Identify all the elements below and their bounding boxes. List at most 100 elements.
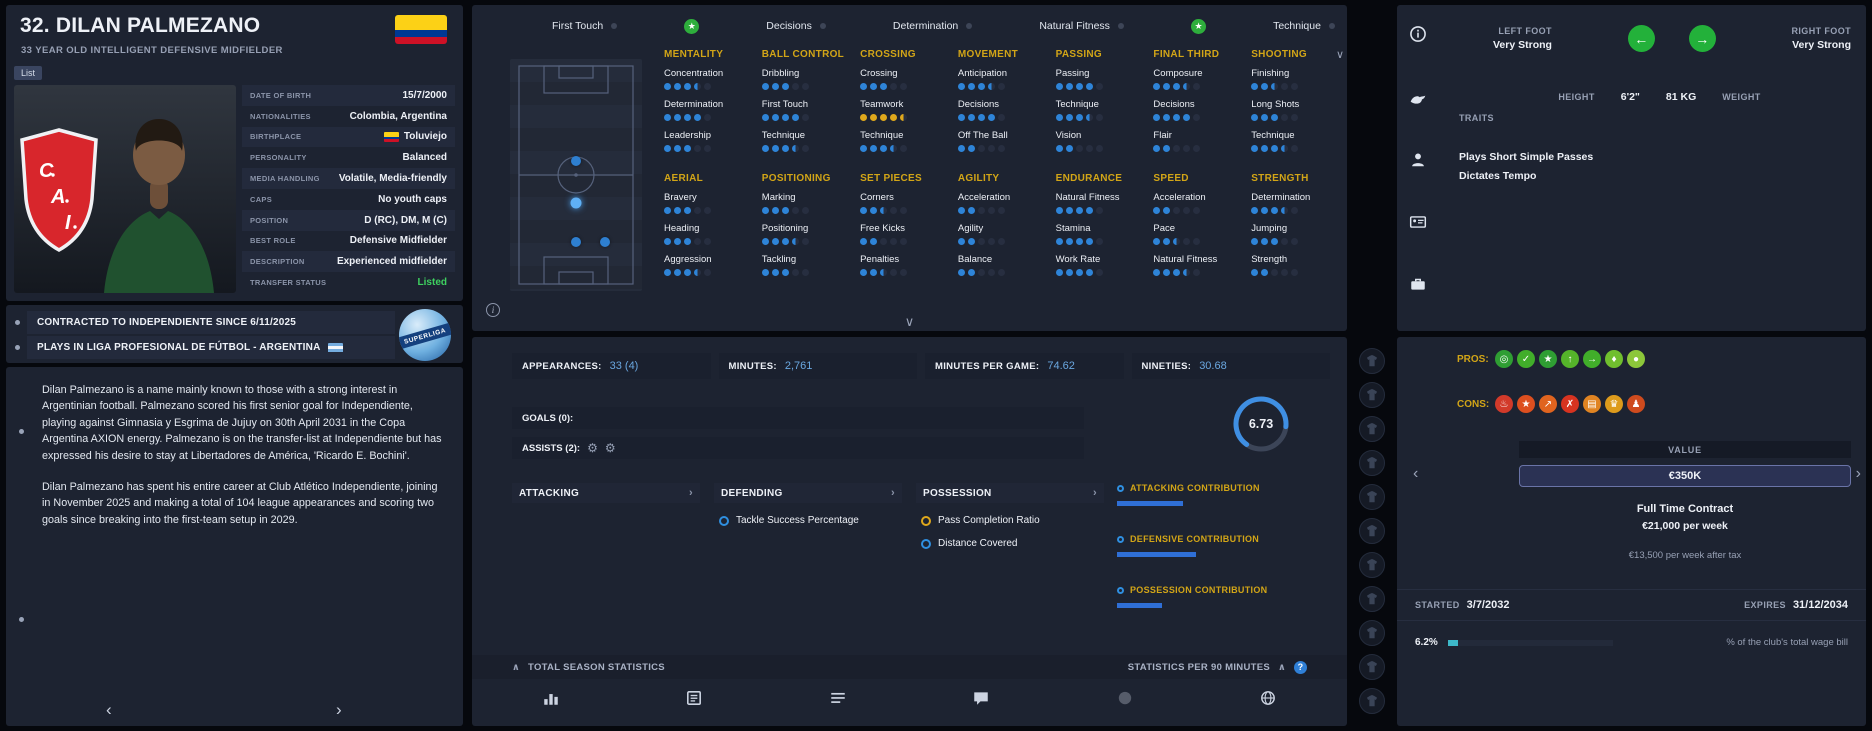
- attribute-name: Decisions: [957, 99, 1000, 110]
- bird-icon[interactable]: [1409, 91, 1427, 109]
- id-card-icon[interactable]: [1409, 213, 1427, 231]
- attribute-dot-icon: [781, 145, 789, 152]
- attribute-name: Decisions: [1153, 99, 1195, 110]
- attribute-dot-icon: [1163, 145, 1171, 152]
- attribute-rating: [664, 207, 746, 214]
- info-value: Defensive Midfielder: [349, 235, 447, 247]
- collapse-per90-chevron[interactable]: ∧: [1277, 661, 1286, 673]
- key-attribute-tab[interactable]: Decisions: [766, 20, 826, 32]
- chat-icon[interactable]: [972, 689, 990, 707]
- kit-icon-button[interactable]: [1359, 620, 1385, 646]
- pro-icon-3[interactable]: ★: [1539, 350, 1557, 368]
- kit-icon-button[interactable]: [1359, 450, 1385, 476]
- kit-icon-button[interactable]: [1359, 382, 1385, 408]
- attribute-dot-icon: [1271, 207, 1279, 214]
- wage-after-tax: €13,500 per week after tax: [1628, 550, 1742, 561]
- con-icon-6[interactable]: ♛: [1605, 395, 1623, 413]
- stat-column-header[interactable]: DEFENDING ›: [714, 483, 902, 503]
- bar-chart-icon[interactable]: [542, 689, 560, 707]
- kit-icon-button[interactable]: [1359, 348, 1385, 374]
- stat-column-header[interactable]: POSSESSION ›: [916, 483, 1104, 503]
- contribution-bar: [1117, 501, 1330, 506]
- key-attribute-tab[interactable]: Technique: [1273, 20, 1335, 32]
- kit-icon-button[interactable]: [1359, 552, 1385, 578]
- attribute-dot-icon: [1117, 23, 1124, 29]
- kit-icon-button[interactable]: [1359, 688, 1385, 714]
- key-attribute-tab[interactable]: Natural Fitness: [1039, 20, 1124, 32]
- transfer-list-badge[interactable]: List: [14, 66, 43, 80]
- goals-label: GOALS (0):: [522, 412, 574, 424]
- kit-icon-button[interactable]: [1359, 586, 1385, 612]
- attribute-rating: [664, 114, 746, 121]
- attribute-dot-icon: [684, 269, 691, 276]
- pro-icon-2[interactable]: ✓: [1517, 350, 1535, 368]
- value-next-chevron[interactable]: ›: [1855, 465, 1861, 482]
- pro-icon-4[interactable]: ↑: [1561, 350, 1579, 368]
- collapse-total-stats-chevron[interactable]: ∧: [512, 661, 521, 673]
- con-icon-4[interactable]: ✗: [1561, 395, 1579, 413]
- attribute-dot-icon: [890, 238, 898, 245]
- pro-icon-6[interactable]: ♦: [1605, 350, 1623, 368]
- kit-icon-button[interactable]: [1359, 484, 1385, 510]
- stat-item[interactable]: Distance Covered: [916, 538, 1104, 549]
- attribute-rating: [1055, 238, 1138, 245]
- info-icon[interactable]: [1409, 25, 1427, 43]
- attribute-dot-icon: [694, 238, 701, 245]
- attribute-dot-icon: [967, 83, 975, 90]
- attribute-dot-icon: [890, 114, 898, 121]
- attribute-dot-icon: [1075, 83, 1083, 90]
- kit-icon-button[interactable]: [1359, 518, 1385, 544]
- panel-collapse-chevron[interactable]: ∨: [1335, 49, 1344, 61]
- weight-value: 81 KG: [1665, 91, 1697, 103]
- bullet-icon: [15, 345, 20, 350]
- expand-attributes-chevron[interactable]: ∨: [904, 314, 915, 329]
- attribute-dot-icon: [1153, 238, 1161, 245]
- attribute-dot-icon: [611, 23, 618, 29]
- pro-icon-5[interactable]: →: [1583, 350, 1601, 368]
- attribute-dot-icon: [1251, 145, 1259, 152]
- key-attribute-tab[interactable]: Determination: [893, 20, 973, 32]
- attribute-name: Free Kicks: [860, 223, 905, 234]
- key-attribute-tab[interactable]: First Touch: [552, 20, 618, 32]
- stat-categories: ATTACKING › DEFENDING › Tackle Success Perce…: [512, 483, 1104, 549]
- globe-icon[interactable]: [1259, 689, 1277, 707]
- info-icon[interactable]: i: [486, 303, 500, 317]
- stat-column-header[interactable]: ATTACKING ›: [512, 483, 700, 503]
- attribute-dot-icon: [1261, 83, 1269, 90]
- attribute-dot-icon: [890, 269, 898, 276]
- help-icon[interactable]: ?: [1294, 660, 1307, 674]
- previous-page-chevron[interactable]: ‹: [106, 700, 112, 719]
- con-icon-3[interactable]: ↗: [1539, 395, 1557, 413]
- colombia-flag-icon: [383, 131, 399, 142]
- pro-icon-1[interactable]: ◎: [1495, 350, 1513, 368]
- info-label: TRANSFER STATUS: [250, 278, 327, 288]
- attribute-dot-icon: [819, 23, 826, 29]
- person-icon[interactable]: [1409, 151, 1427, 169]
- value-previous-chevron[interactable]: ‹: [1413, 465, 1419, 482]
- briefcase-icon[interactable]: [1409, 275, 1427, 293]
- list-icon[interactable]: [829, 689, 847, 707]
- attribute-name: Agility: [957, 223, 984, 234]
- con-icon-1[interactable]: ♨: [1495, 395, 1513, 413]
- kit-icon-button[interactable]: [1359, 654, 1385, 680]
- summary-stat-value: 74.62: [1047, 360, 1075, 372]
- stat-item[interactable]: Tackle Success Percentage: [714, 515, 902, 526]
- attribute-dot-icon: [1153, 207, 1161, 214]
- pro-icon-7[interactable]: ●: [1627, 350, 1645, 368]
- attribute-dot-icon: [1173, 83, 1181, 90]
- report-icon[interactable]: [685, 689, 703, 707]
- attribute-dot-icon: [987, 269, 995, 276]
- stat-item[interactable]: Pass Completion Ratio: [916, 515, 1104, 526]
- attribute-rating: [957, 83, 1040, 90]
- position-dot-dc: [571, 237, 581, 248]
- next-page-chevron[interactable]: ›: [336, 700, 342, 719]
- player-overview-panel: 32. DILAN PALMEZANO 33 YEAR OLD INTELLIG…: [6, 5, 463, 301]
- kit-icon-button[interactable]: [1359, 416, 1385, 442]
- disc-icon[interactable]: [1116, 689, 1134, 707]
- con-icon-5[interactable]: ▤: [1583, 395, 1601, 413]
- value-button[interactable]: €350K: [1519, 465, 1851, 487]
- con-icon-7[interactable]: ♟: [1627, 395, 1645, 413]
- average-rating-value: 6.73: [1248, 417, 1274, 431]
- con-icon-2[interactable]: ★: [1517, 395, 1535, 413]
- attribute-dot-icon: [771, 207, 779, 214]
